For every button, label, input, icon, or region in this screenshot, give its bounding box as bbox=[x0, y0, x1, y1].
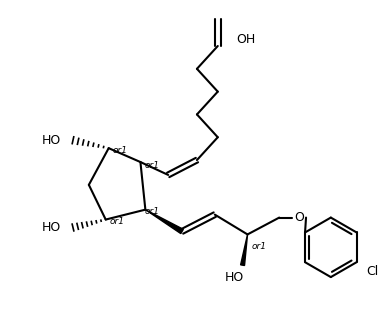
Text: or1: or1 bbox=[251, 242, 266, 252]
Polygon shape bbox=[241, 234, 248, 266]
Text: HO: HO bbox=[42, 221, 61, 234]
Text: or1: or1 bbox=[144, 207, 159, 216]
Text: O: O bbox=[294, 211, 304, 224]
Text: or1: or1 bbox=[110, 217, 125, 226]
Text: or1: or1 bbox=[113, 146, 128, 155]
Text: Cl: Cl bbox=[366, 265, 378, 278]
Polygon shape bbox=[146, 210, 183, 233]
Text: OH: OH bbox=[237, 33, 256, 45]
Text: HO: HO bbox=[225, 271, 244, 284]
Text: HO: HO bbox=[42, 134, 61, 147]
Text: or1: or1 bbox=[144, 161, 159, 170]
